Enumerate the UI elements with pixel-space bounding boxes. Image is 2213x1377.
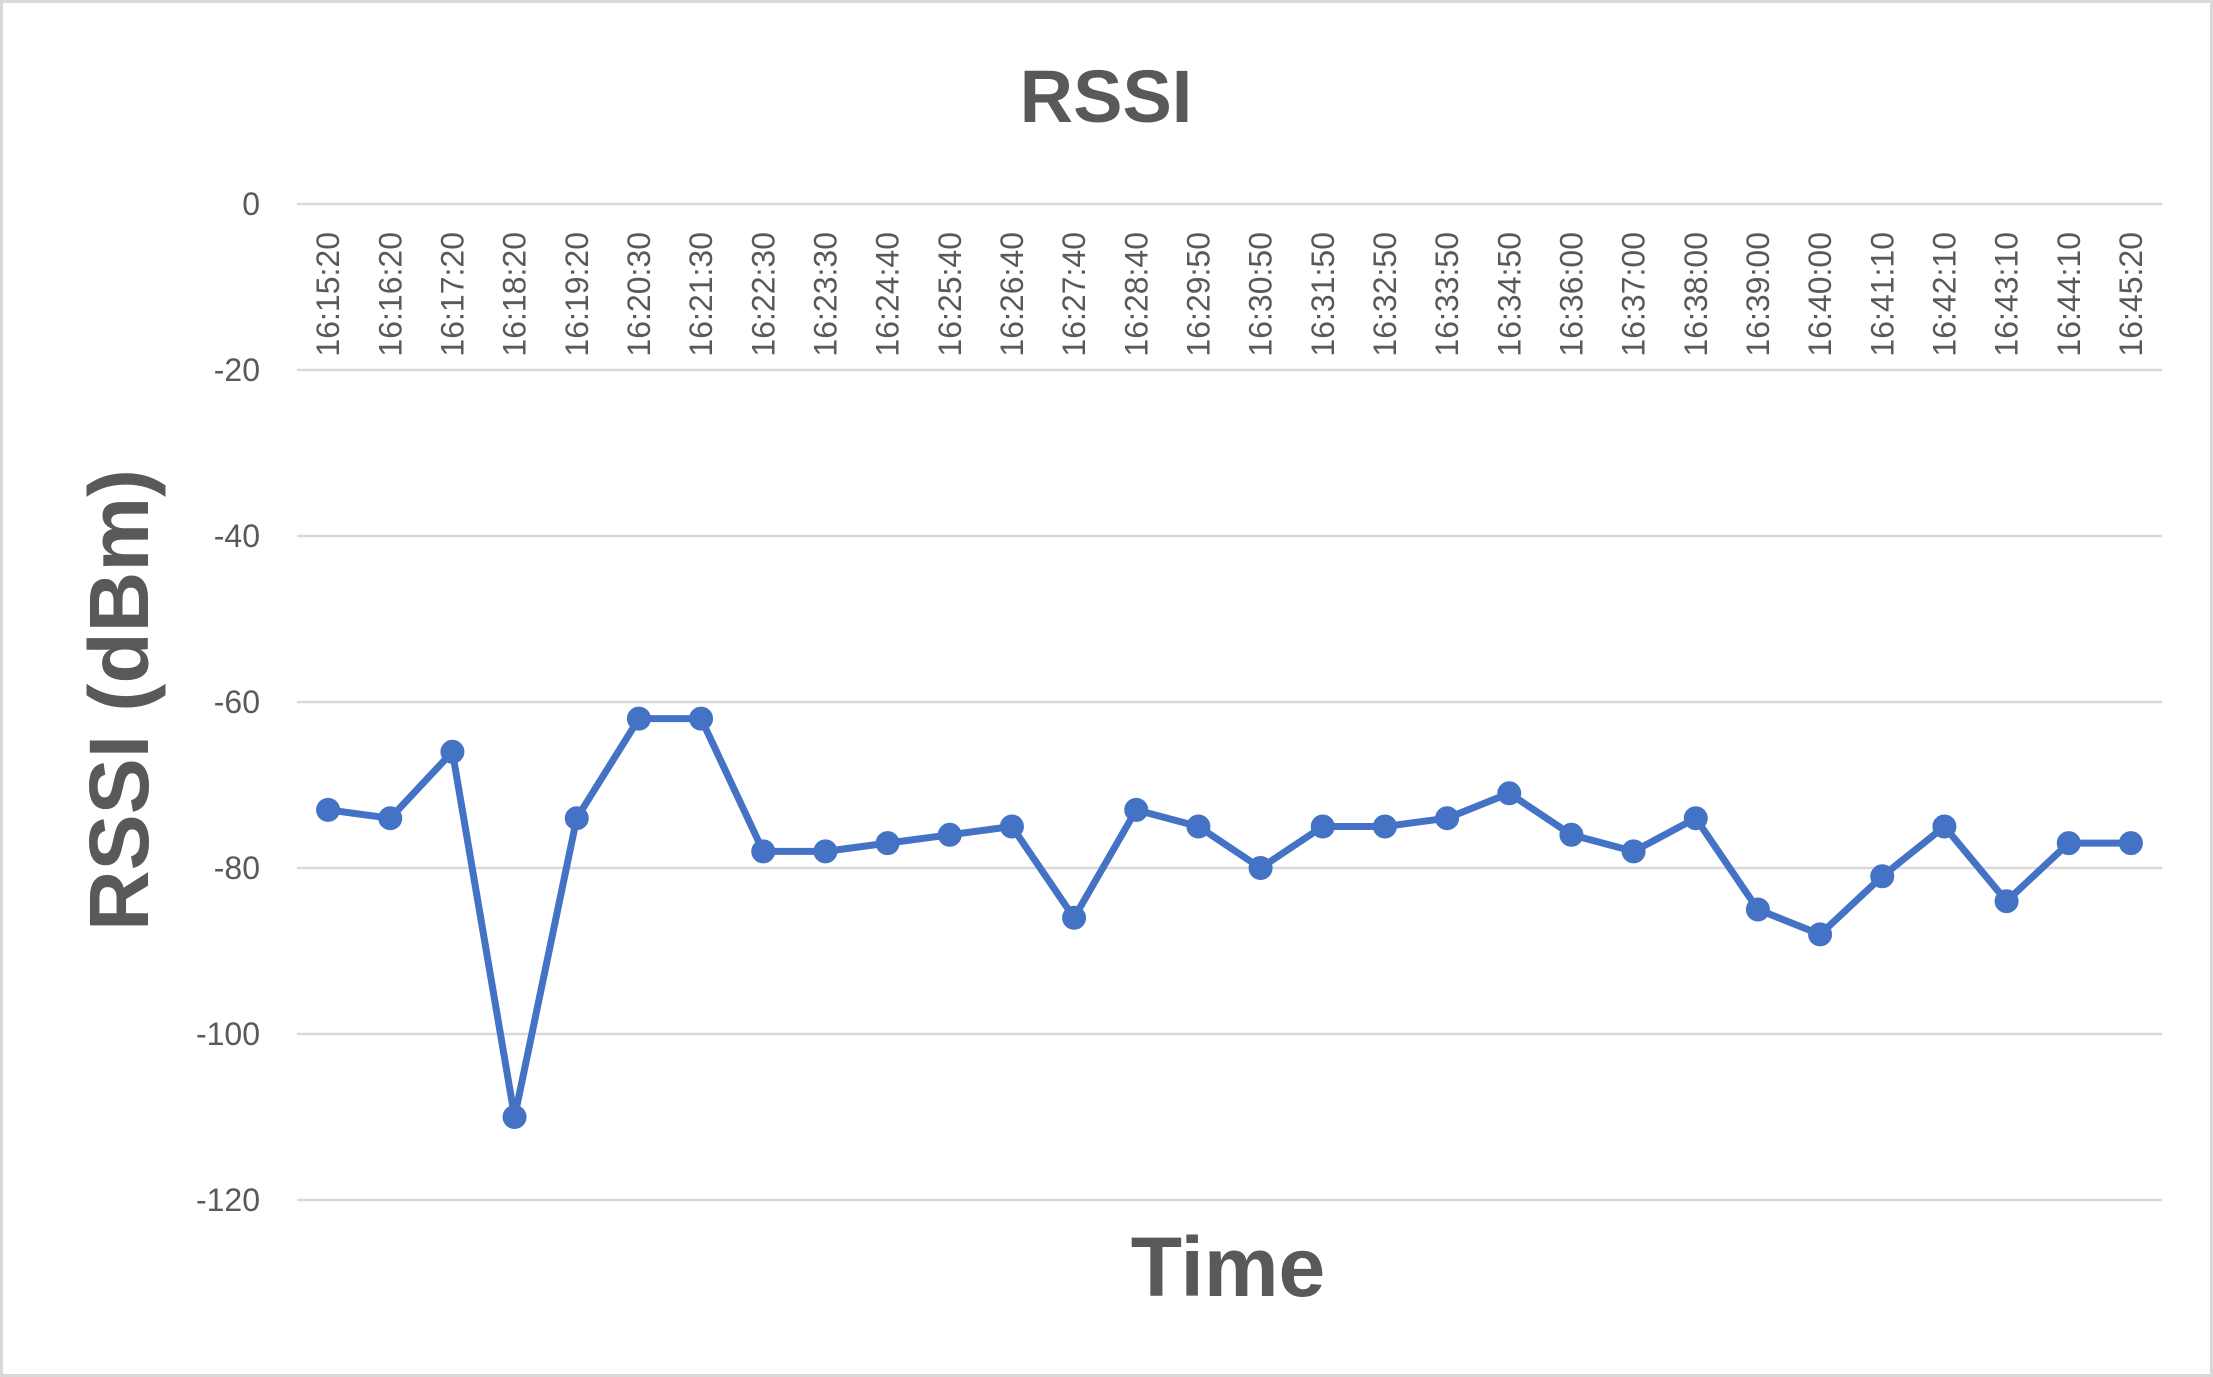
data-point (1310, 814, 1335, 839)
x-tick-label: 16:45:20 (2113, 232, 2149, 357)
y-tick-label: -40 (214, 518, 260, 554)
x-tick-label: 16:25:40 (932, 232, 968, 357)
series-line (324, 715, 2135, 1121)
x-tick-label: 16:17:20 (434, 232, 470, 357)
y-tick-label: -100 (196, 1016, 260, 1052)
y-tick-label: -60 (214, 684, 260, 720)
data-point (1186, 814, 1211, 839)
y-tick-label: 0 (242, 186, 260, 222)
chart-title: RSSI (1020, 55, 1193, 138)
data-point (316, 797, 341, 822)
data-point (1683, 806, 1708, 831)
x-tick-label: 16:37:00 (1616, 232, 1652, 357)
data-point (2056, 831, 2081, 856)
x-tick-label: 16:36:00 (1553, 232, 1589, 357)
data-point (1372, 814, 1397, 839)
data-point (1435, 806, 1460, 831)
x-tick-label: 16:21:30 (683, 232, 719, 357)
data-point (1124, 797, 1149, 822)
x-tick-label: 16:23:30 (807, 232, 843, 357)
gridlines (297, 202, 2162, 1202)
data-point (875, 831, 900, 856)
data-point (2118, 831, 2143, 856)
x-tick-label: 16:26:40 (994, 232, 1030, 357)
data-point (1870, 864, 1895, 889)
data-point (1932, 814, 1957, 839)
data-point (1248, 856, 1273, 880)
x-tick-label: 16:32:50 (1367, 232, 1403, 357)
data-point (626, 706, 651, 731)
x-tick-label: 16:27:40 (1056, 232, 1092, 357)
y-axis-tick-labels: 0 -20 -40 -60 -80 -100 -120 (196, 186, 260, 1218)
data-point (689, 706, 714, 731)
data-point (440, 739, 465, 764)
data-point (813, 839, 838, 864)
x-tick-label: 16:19:20 (559, 232, 595, 357)
data-point (1621, 839, 1646, 864)
data-point (378, 806, 403, 831)
data-point (999, 814, 1024, 839)
data-point (1994, 889, 2019, 914)
data-point (1808, 922, 1833, 947)
x-tick-label: 16:43:10 (1989, 232, 2025, 357)
data-point (1497, 781, 1522, 806)
y-tick-label: -20 (214, 352, 260, 388)
data-point (1062, 905, 1087, 930)
x-tick-label: 16:30:50 (1243, 232, 1279, 357)
x-tick-label: 16:28:40 (1118, 232, 1154, 357)
x-tick-label: 16:40:00 (1802, 232, 1838, 357)
x-tick-label: 16:22:30 (745, 232, 781, 357)
data-point (1745, 897, 1770, 922)
data-point (1559, 822, 1584, 847)
data-point (937, 822, 962, 847)
x-tick-label: 16:41:10 (1864, 232, 1900, 357)
x-tick-label: 16:44:10 (2051, 232, 2087, 357)
data-point (564, 806, 589, 831)
x-tick-label: 16:42:10 (1926, 232, 1962, 357)
y-tick-label: -80 (214, 850, 260, 886)
x-tick-label: 16:29:50 (1180, 232, 1216, 357)
data-point (751, 839, 776, 864)
data-point (502, 1105, 527, 1129)
y-tick-label: -120 (196, 1182, 260, 1218)
x-tick-label: 16:33:50 (1429, 232, 1465, 357)
y-axis-title: RSSI (dBm) (72, 469, 166, 931)
x-tick-label: 16:16:20 (372, 232, 408, 357)
x-tick-label: 16:39:00 (1740, 232, 1776, 357)
x-tick-label: 16:38:00 (1678, 232, 1714, 357)
x-tick-label: 16:31:50 (1305, 232, 1341, 357)
x-tick-label: 16:18:20 (497, 232, 533, 357)
x-tick-label: 16:15:20 (310, 232, 346, 357)
series-rssi (316, 706, 2143, 1129)
x-tick-label: 16:24:40 (870, 232, 906, 357)
x-tick-label: 16:34:50 (1491, 232, 1527, 357)
x-axis-tick-labels: 16:15:20 16:16:20 16:17:20 16:18:20 16:19:20… (310, 232, 2149, 357)
x-tick-label: 16:20:30 (621, 232, 657, 357)
x-axis-title: Time (1131, 1220, 1326, 1314)
